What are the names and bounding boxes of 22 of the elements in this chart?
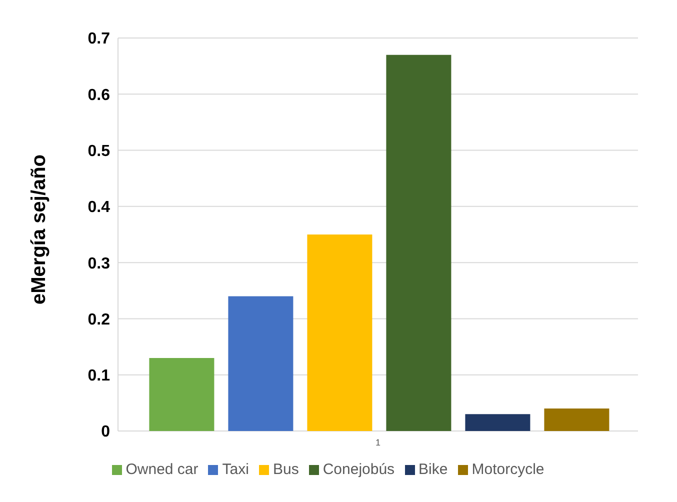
- bar: [307, 234, 372, 431]
- y-tick-label: 0.3: [88, 255, 110, 272]
- y-tick-label: 0.5: [88, 142, 110, 160]
- y-tick-label: 0.4: [88, 199, 110, 216]
- y-tick-label: 0.1: [88, 368, 110, 385]
- legend-label: Bike: [418, 461, 448, 478]
- y-tick-label: 0.2: [88, 311, 110, 328]
- bar: [149, 358, 214, 431]
- y-tick-label: 0.6: [88, 86, 110, 104]
- y-tick-label: 0: [101, 424, 110, 441]
- bar: [228, 296, 294, 431]
- legend-label: Bus: [272, 461, 299, 478]
- x-tick-label: 1: [375, 437, 381, 448]
- legend-label: Taxi: [222, 461, 249, 478]
- y-axis-title: eMergía sej/año: [28, 154, 50, 304]
- bar: [544, 408, 610, 431]
- y-tick-label: 0.7: [88, 30, 110, 48]
- legend-label: Motorcycle: [472, 461, 544, 478]
- bar: [386, 54, 452, 431]
- legend-label: Owned car: [126, 461, 198, 478]
- legend-label: Conejobús: [322, 461, 395, 478]
- bar: [465, 414, 530, 431]
